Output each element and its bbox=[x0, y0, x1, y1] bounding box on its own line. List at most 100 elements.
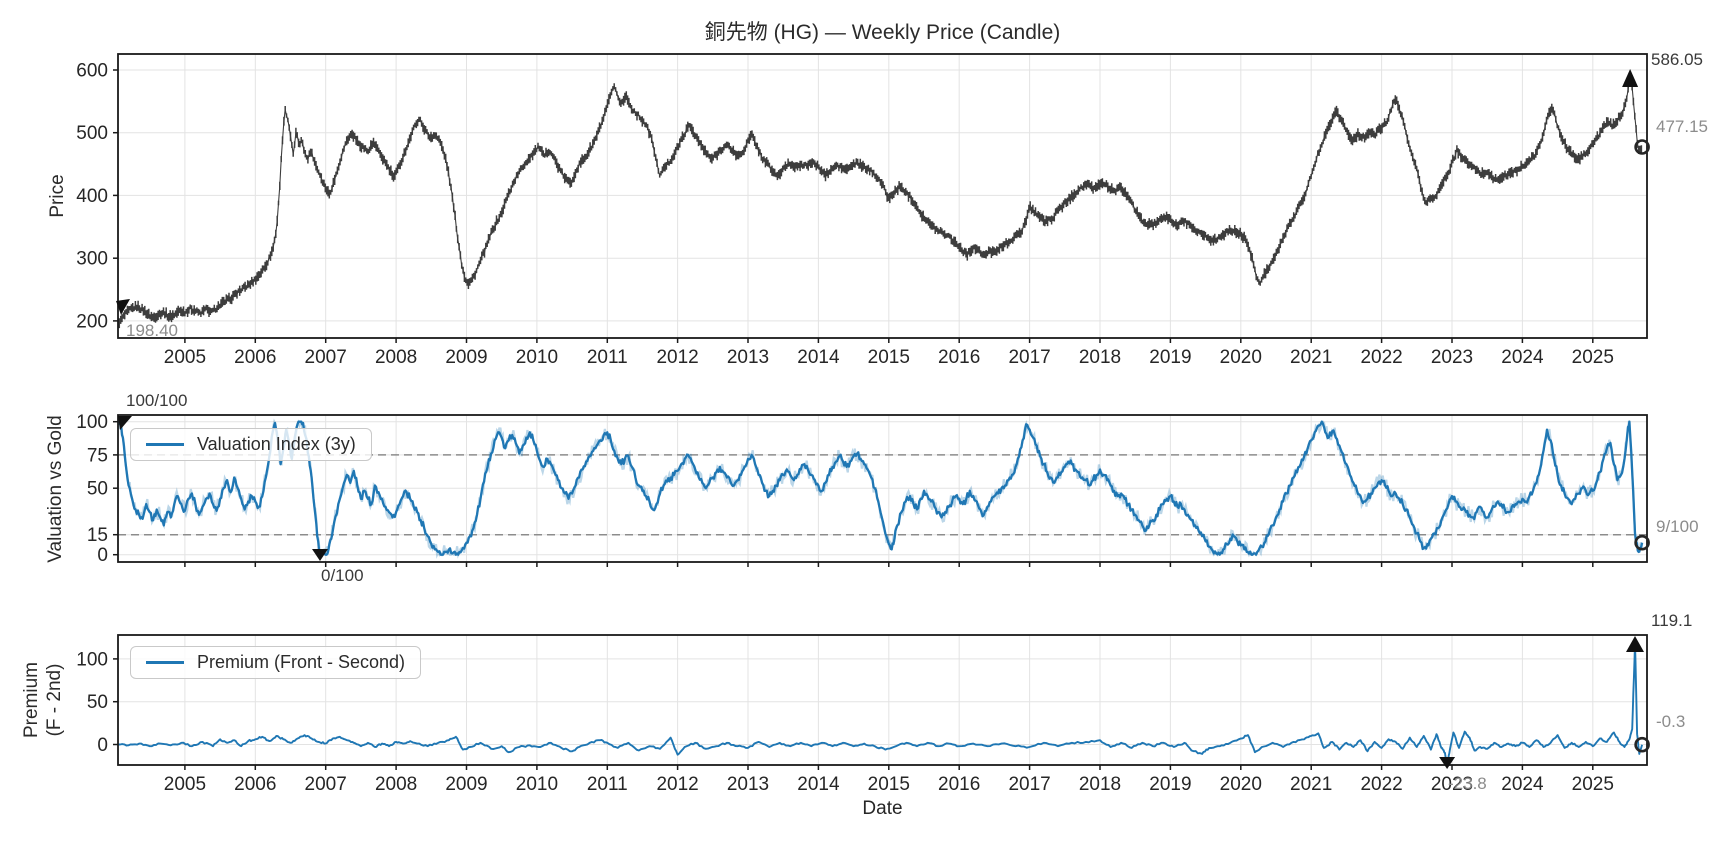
x-tick-label: 2006 bbox=[234, 347, 276, 368]
x-tick-label: 2021 bbox=[1290, 347, 1332, 368]
valuation-series bbox=[118, 418, 1644, 559]
premium-axis-label-line1: Premium bbox=[21, 661, 43, 739]
panel2-border bbox=[117, 634, 1648, 766]
annotation-price-peak: 586.05 bbox=[1651, 50, 1703, 69]
annotation-premium-peak: 119.1 bbox=[1651, 611, 1693, 630]
x-tick-label: 2010 bbox=[516, 347, 558, 368]
price-last-marker bbox=[1634, 139, 1650, 155]
y-tick-label: 50 bbox=[87, 479, 108, 500]
valuation-threshold-lines bbox=[118, 454, 1647, 536]
x-tick-label: 2022 bbox=[1360, 347, 1402, 368]
premium-peak-arrow bbox=[1626, 636, 1644, 652]
y-tick-label: 500 bbox=[76, 123, 108, 144]
x-tick-label: 2019 bbox=[1149, 774, 1191, 795]
x-tick-label: 2016 bbox=[938, 774, 980, 795]
x-tick-label: 2009 bbox=[445, 774, 487, 795]
price-axis-label: Price bbox=[47, 174, 68, 218]
panel0-border bbox=[117, 53, 1648, 339]
x-tick-label: 2025 bbox=[1572, 347, 1614, 368]
chart-title: 銅先物 (HG) — Weekly Price (Candle) bbox=[704, 21, 1061, 44]
price-start-marker bbox=[116, 299, 130, 315]
annotation-valuation-start: 100/100 bbox=[126, 391, 188, 410]
x-tick-label: 2014 bbox=[797, 774, 840, 795]
x-tick-label: 2011 bbox=[587, 774, 628, 795]
valuation-axis-label: Valuation vs Gold bbox=[45, 415, 66, 563]
price-peak-arrow bbox=[1622, 69, 1639, 87]
x-tick-label: 2012 bbox=[656, 774, 698, 795]
panel0-ticks bbox=[113, 69, 1594, 343]
x-tick-label: 2023 bbox=[1431, 347, 1473, 368]
valuation-last-marker bbox=[1634, 534, 1650, 551]
gridlines-panel0 bbox=[118, 54, 1647, 338]
y-tick-label: 75 bbox=[87, 445, 108, 466]
x-tick-label: 2021 bbox=[1290, 774, 1332, 795]
x-tick-label: 2018 bbox=[1079, 347, 1121, 368]
panel1-ticks bbox=[113, 420, 1594, 567]
x-tick-label: 2008 bbox=[375, 347, 417, 368]
annotation-valuation-last: 9/100 bbox=[1656, 517, 1699, 536]
legend-line-swatch bbox=[146, 442, 184, 447]
y-tick-label: 15 bbox=[87, 525, 108, 546]
valuation-low-marker bbox=[312, 549, 328, 561]
annotation-premium-last: -0.3 bbox=[1656, 712, 1686, 731]
legend-line-swatch bbox=[146, 660, 184, 665]
x-tick-label: 2019 bbox=[1149, 347, 1191, 368]
x-tick-label: 2009 bbox=[445, 347, 487, 368]
x-tick-label: 2018 bbox=[1079, 774, 1121, 795]
y-tick-label: 200 bbox=[76, 311, 108, 332]
y-tick-label: 50 bbox=[87, 692, 108, 713]
y-tick-label: 400 bbox=[76, 186, 108, 207]
x-tick-label: 2007 bbox=[305, 774, 347, 795]
x-tick-label: 2016 bbox=[938, 347, 980, 368]
x-tick-label: 2015 bbox=[868, 774, 910, 795]
premium-last-marker bbox=[1634, 736, 1650, 753]
valuation-legend: Valuation Index (3y) bbox=[130, 428, 372, 461]
panel2-tick-labels: 2005 2006 2007 2008 2009 2010 2011 2012 2013 2014… bbox=[76, 649, 1614, 795]
x-tick-label: 2005 bbox=[164, 774, 206, 795]
annotation-markers bbox=[116, 69, 1644, 769]
y-tick-label: 0 bbox=[97, 545, 108, 566]
x-tick-label: 2022 bbox=[1360, 774, 1402, 795]
x-tick-label: 2006 bbox=[234, 774, 276, 795]
annotation-price-last: 477.15 bbox=[1656, 117, 1708, 136]
x-tick-label: 2023 bbox=[1431, 774, 1473, 795]
panel0-tick-labels: 2005 2006 2007 2008 2009 2010 2011 2012 2013 2014… bbox=[76, 61, 1614, 369]
panel2-ticks bbox=[113, 658, 1594, 770]
price-candle-series bbox=[118, 77, 1643, 329]
annotation-price-start: 198.40 bbox=[126, 321, 178, 340]
x-tick-label: 2024 bbox=[1501, 774, 1544, 795]
premium-low-marker bbox=[1439, 757, 1456, 769]
x-tick-label: 2024 bbox=[1501, 347, 1544, 368]
annotation-premium-low: -23.8 bbox=[1448, 774, 1487, 793]
x-tick-label: 2012 bbox=[656, 347, 698, 368]
y-tick-label: 600 bbox=[76, 61, 108, 82]
premium-axis-label: Premium (F - 2nd) bbox=[21, 662, 67, 738]
y-tick-label: 100 bbox=[76, 649, 108, 670]
x-tick-label: 2014 bbox=[797, 347, 840, 368]
x-tick-label: 2013 bbox=[727, 347, 769, 368]
x-tick-label: 2005 bbox=[164, 347, 206, 368]
valuation-legend-label: Valuation Index (3y) bbox=[197, 434, 356, 454]
y-tick-label: 300 bbox=[76, 249, 108, 270]
premium-legend-label: Premium (Front - Second) bbox=[197, 652, 406, 672]
annotation-valuation-low: 0/100 bbox=[321, 566, 364, 585]
last-value-markers bbox=[1634, 139, 1650, 753]
x-tick-label: 2011 bbox=[587, 347, 628, 368]
x-tick-label: 2008 bbox=[375, 774, 417, 795]
premium-axis-label-line2: (F - 2nd) bbox=[44, 663, 65, 737]
x-tick-label: 2007 bbox=[305, 347, 347, 368]
x-tick-label: 2020 bbox=[1220, 774, 1262, 795]
x-tick-label: 2017 bbox=[1008, 774, 1050, 795]
x-tick-label: 2025 bbox=[1572, 774, 1614, 795]
valuation-start-marker bbox=[118, 416, 132, 430]
panel1-tick-labels: 015 50 75 100 bbox=[76, 412, 108, 566]
premium-series bbox=[118, 641, 1644, 765]
date-axis-label: Date bbox=[862, 798, 903, 819]
y-tick-label: 100 bbox=[76, 412, 108, 433]
x-tick-label: 2015 bbox=[868, 347, 910, 368]
x-tick-label: 2013 bbox=[727, 774, 769, 795]
x-tick-label: 2017 bbox=[1008, 347, 1050, 368]
premium-legend: Premium (Front - Second) bbox=[130, 646, 422, 679]
x-tick-label: 2020 bbox=[1220, 347, 1262, 368]
